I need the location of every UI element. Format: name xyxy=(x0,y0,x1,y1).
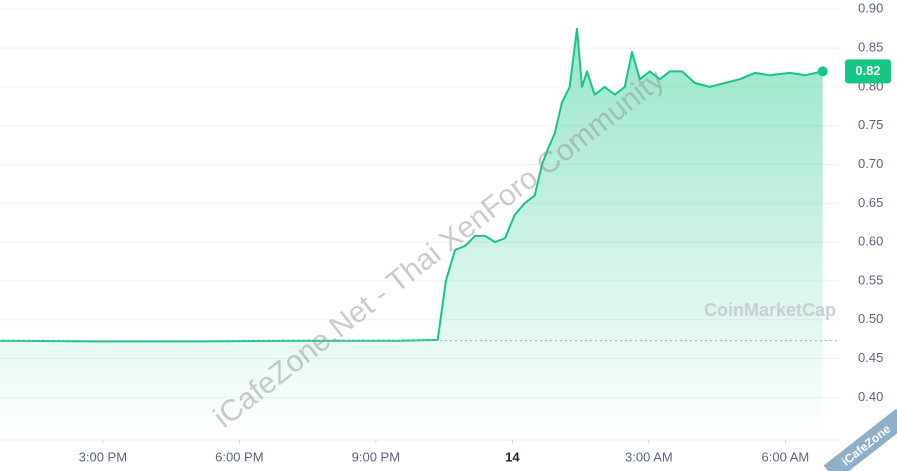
y-tick-label: 0.75 xyxy=(858,117,883,132)
x-tick-label: 6:00 AM xyxy=(762,449,810,464)
y-tick-label: 0.70 xyxy=(858,156,883,171)
y-tick-label: 0.60 xyxy=(858,234,883,249)
price-line xyxy=(0,27,823,343)
plot xyxy=(0,27,840,440)
x-tick-label: 6:00 PM xyxy=(215,449,263,464)
y-tick-label: 0.90 xyxy=(858,1,883,16)
x-tick-label: 9:00 PM xyxy=(352,449,400,464)
corner-badge-bg xyxy=(823,408,897,471)
price-badge xyxy=(845,59,891,84)
x-tick-label: 14 xyxy=(505,449,520,464)
price-badge-label: 0.82 xyxy=(855,63,880,78)
y-tick-label: 0.50 xyxy=(858,311,883,326)
brand: CoinMarketCap xyxy=(704,300,836,320)
y-tick-label: 0.40 xyxy=(858,389,883,404)
y-tick-label: 0.45 xyxy=(858,350,883,365)
y-tick-label: 0.65 xyxy=(858,195,883,210)
x-tick-label: 3:00 AM xyxy=(625,449,673,464)
x-tick-label: 3:00 PM xyxy=(79,449,127,464)
watermark: iCafeZone xyxy=(839,422,894,469)
y-tick-label: 0.55 xyxy=(858,272,883,287)
area-fill xyxy=(0,28,823,440)
last-point xyxy=(817,66,828,77)
y-tick-label: 0.85 xyxy=(858,40,883,55)
